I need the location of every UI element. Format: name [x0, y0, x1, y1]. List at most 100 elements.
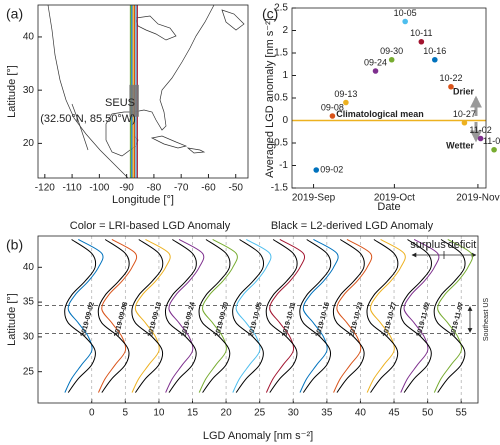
point-label: 11-07	[483, 136, 500, 146]
profile-line	[198, 239, 238, 393]
point-label: 10-11	[410, 28, 432, 38]
y-tick-label: 30	[23, 85, 35, 96]
y-tick-label: 40	[23, 32, 35, 43]
profile-line	[198, 239, 231, 393]
region-box	[129, 84, 139, 117]
point	[343, 99, 349, 106]
y-axis-label: Averaged LGD anomaly [nm s⁻²]	[264, 18, 276, 178]
y-tick-label: 0	[282, 115, 288, 126]
x-tick-label: -80	[147, 183, 162, 194]
y-tick-label: 25	[23, 366, 35, 377]
panel-label: (c)	[262, 6, 278, 22]
y-tick-label: 40	[23, 262, 35, 273]
profile-line	[265, 239, 298, 393]
x-tick-label: 35	[321, 408, 333, 419]
x-tick-label: 2019-Nov	[456, 193, 499, 204]
annotation: SEUS	[105, 97, 135, 109]
profile-line	[400, 239, 432, 393]
curve-label: 2019-10-05	[248, 301, 264, 338]
y-tick-label: 1.5	[274, 48, 288, 59]
profile-line	[131, 239, 171, 393]
point	[388, 56, 395, 63]
profile-line	[232, 239, 265, 393]
point	[432, 56, 438, 63]
reference-label: Climatological mean	[336, 109, 424, 119]
x-tick-label: 0	[89, 408, 95, 419]
point-label: 09-02	[320, 164, 343, 174]
profile-line	[366, 239, 399, 393]
point-label: 10-05	[394, 8, 417, 18]
legend-black: Black = L2-derived LGD Anomaly	[271, 220, 434, 232]
curve-label: 2019-09-08	[113, 301, 129, 338]
deficit-label: deficit	[448, 239, 477, 251]
curve-label: 2019-11-07	[449, 301, 465, 337]
point-label: 09-13	[334, 89, 357, 99]
profile-line	[333, 239, 373, 393]
y-tick-label: 35	[23, 297, 35, 308]
drier-label: Drier	[453, 86, 475, 96]
y-axis-label: Latitude [°]	[6, 65, 18, 118]
profile-line	[433, 239, 466, 393]
point	[418, 38, 425, 45]
surplus-label: surplus	[410, 239, 446, 251]
plot-frame	[37, 235, 479, 404]
point-label: 09-08	[321, 102, 344, 112]
profile-line	[165, 239, 205, 393]
legend-color: Color = LRI-based LGD Anomaly	[70, 220, 231, 232]
profile-line	[433, 239, 473, 393]
curve-label: 2019-10-23	[349, 301, 365, 338]
x-tick-label: 15	[187, 408, 199, 419]
point-label: 10-27	[453, 109, 476, 119]
profile-line	[366, 239, 406, 393]
profile-line	[232, 239, 272, 393]
point-label: 11-02	[469, 125, 491, 135]
x-tick-label: -110	[62, 183, 82, 194]
point-label: 10-22	[439, 73, 462, 83]
x-tick-label: -120	[35, 183, 55, 194]
profile-line	[64, 239, 97, 393]
profile-line	[400, 239, 440, 393]
x-axis-label: LGD Anomaly [nm s⁻²]	[203, 430, 313, 442]
x-tick-label: 5	[123, 408, 129, 419]
point-label: 10-16	[423, 46, 446, 56]
x-tick-label: -90	[119, 183, 134, 194]
x-tick-label: 50	[422, 408, 434, 419]
x-tick-label: 25	[254, 408, 266, 419]
profile-line	[131, 239, 164, 393]
point	[477, 135, 484, 142]
panel-label: (b)	[6, 237, 23, 253]
point	[329, 113, 336, 119]
curve-label: 2019-11-02	[416, 301, 432, 337]
y-axis-label: Latitude [°]	[6, 293, 18, 346]
y-tick-label: 20	[23, 138, 35, 149]
x-tick-label: 30	[288, 408, 300, 419]
profile-line	[98, 239, 138, 393]
plot-frame	[37, 4, 249, 179]
profile-line	[332, 239, 365, 393]
profile-line	[97, 239, 130, 393]
x-tick-label: 55	[456, 408, 468, 419]
profile-line	[64, 239, 104, 393]
y-tick-label: -0.5	[271, 138, 289, 149]
point	[491, 146, 497, 153]
y-tick-label: -1	[279, 160, 288, 171]
x-tick-label: -100	[89, 183, 109, 194]
curve-label: 2019-09-13	[147, 301, 163, 338]
profile-line	[299, 239, 332, 393]
x-tick-label: 20	[221, 408, 233, 419]
x-axis-label: Date	[377, 201, 400, 213]
point-label: 09-24	[364, 57, 387, 67]
y-tick-label: 2	[282, 25, 288, 36]
panel-label: (a)	[6, 6, 23, 22]
profile-line	[299, 239, 339, 393]
plot-frame	[291, 7, 487, 189]
x-tick-label: 2019-Oct	[374, 193, 415, 204]
annotation-coords: (32.50°N, 85.50°W)	[40, 113, 136, 125]
y-tick-label: 2.5	[274, 3, 288, 14]
y-tick-label: 1	[282, 70, 288, 81]
point	[461, 119, 468, 126]
point	[448, 83, 454, 90]
point-label: 09-30	[380, 46, 403, 56]
curve-label: 2019-09-30	[214, 301, 230, 338]
